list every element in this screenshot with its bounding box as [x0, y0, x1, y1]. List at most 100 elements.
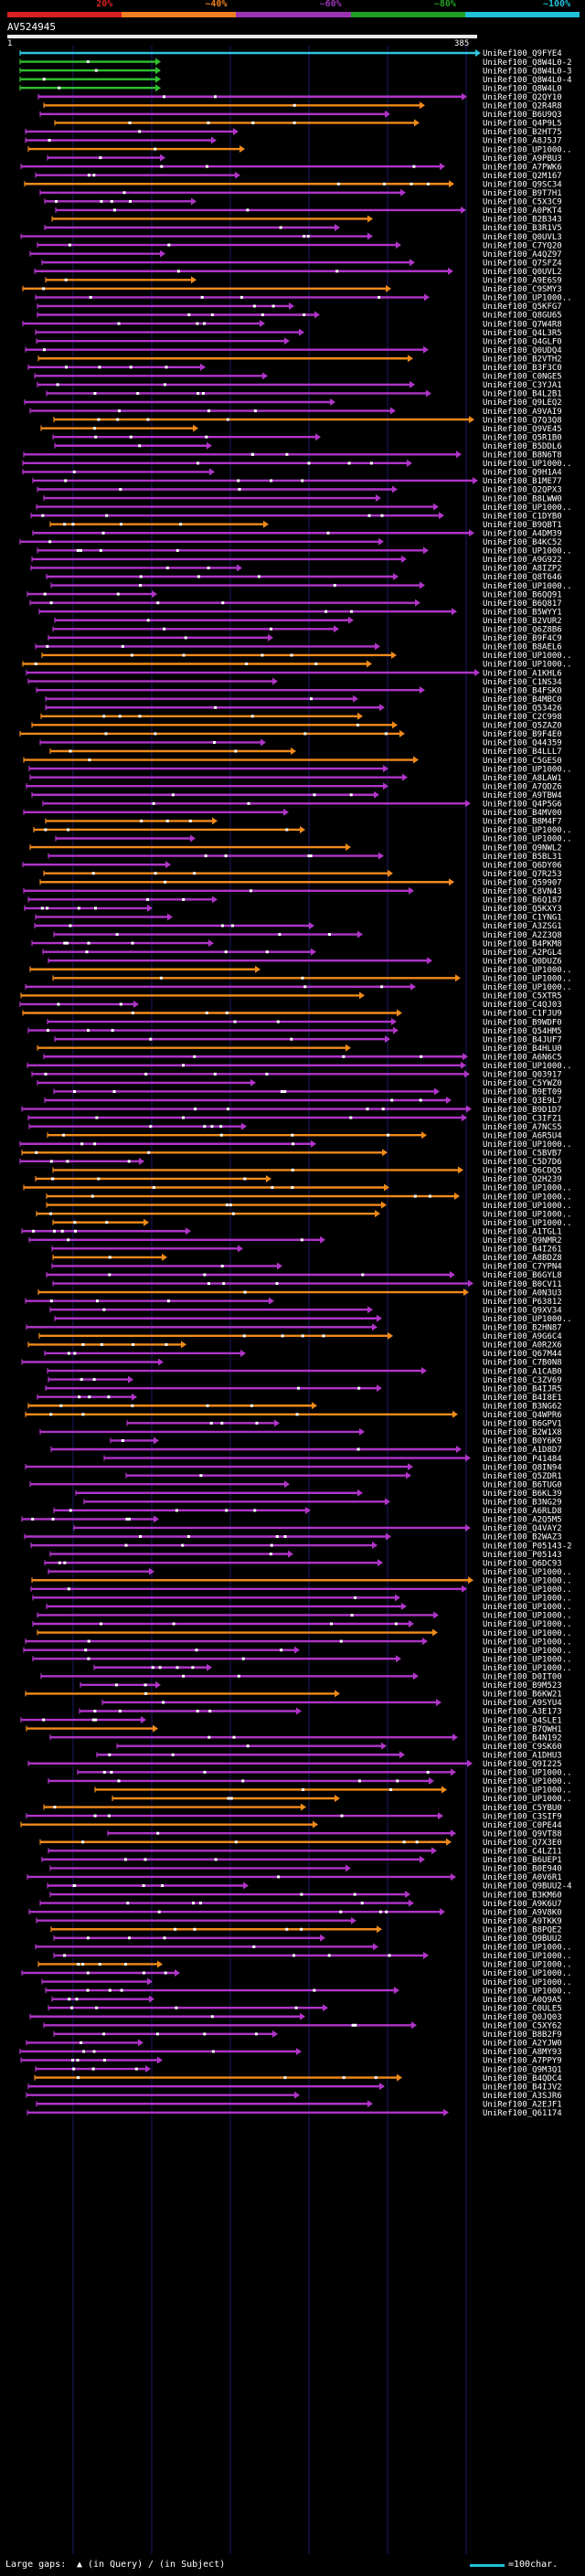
hit-label[interactable]: UniRef100_B2VUR2 — [483, 617, 562, 626]
hit-row[interactable]: UniRef100_UP1000.. — [46, 1201, 572, 1211]
hit-label[interactable]: UniRef100_B2WAZ3 — [483, 1533, 562, 1542]
hit-row[interactable]: UniRef100_A2EJF1 — [36, 2100, 562, 2109]
hit-row[interactable]: UniRef100_UP1000.. — [37, 546, 572, 557]
hit-label[interactable]: UniRef100_UP1000.. — [483, 1961, 572, 1970]
hit-row[interactable]: UniRef100_A8J5J7 — [25, 136, 562, 146]
hit-row[interactable]: UniRef100_C3IFZ1 — [27, 1114, 562, 1123]
hit-row[interactable]: UniRef100_UP1000.. — [27, 1061, 572, 1071]
hit-label[interactable]: UniRef100_B7QWH1 — [483, 1725, 562, 1734]
hit-label[interactable]: UniRef100_A7QDZ6 — [483, 782, 562, 791]
hit-label[interactable]: UniRef100_A3SJR6 — [483, 2092, 562, 2101]
hit-row[interactable]: UniRef100_UP1000.. — [23, 1183, 572, 1193]
hit-row[interactable]: UniRef100_UP1000.. — [52, 974, 572, 984]
hit-label[interactable]: UniRef100_C7YQ20 — [483, 241, 562, 250]
hit-label[interactable]: UniRef100_UP1000.. — [483, 983, 572, 992]
hit-label[interactable]: UniRef100_Q9H1A4 — [483, 469, 562, 478]
hit-label[interactable]: UniRef100_Q4P9L5 — [483, 120, 562, 129]
hit-label[interactable]: UniRef100_Q61174 — [483, 2109, 562, 2118]
hit-label[interactable]: UniRef100_UP1000.. — [483, 966, 572, 975]
hit-row[interactable]: UniRef100_A0N3U3 — [37, 1288, 562, 1298]
hit-label[interactable]: UniRef100_A9VAI9 — [483, 408, 562, 417]
hit-label[interactable]: UniRef100_UP1000.. — [483, 1585, 572, 1595]
hit-label[interactable]: UniRef100_UP1000.. — [483, 1219, 572, 1228]
hit-label[interactable]: UniRef100_B0E940 — [483, 1865, 562, 1874]
hit-label[interactable]: UniRef100_Q6CDQ5 — [483, 1167, 562, 1176]
hit-row[interactable]: UniRef100_B8N6T8 — [23, 451, 562, 461]
hit-label[interactable]: UniRef100_Q8W4L0-3 — [483, 67, 572, 76]
hit-row[interactable]: UniRef100_UP1000.. — [31, 1576, 572, 1585]
hit-label[interactable]: UniRef100_A2Z3Q8 — [483, 931, 562, 940]
hit-row[interactable]: UniRef100_UP1000.. — [41, 1977, 572, 1988]
hit-row[interactable]: UniRef100_C9SK60 — [116, 1742, 562, 1752]
hit-row[interactable]: UniRef100_C7YQ20 — [37, 241, 562, 250]
hit-row[interactable]: UniRef100_Q7SFZ4 — [41, 259, 562, 268]
hit-row[interactable]: UniRef100_A1KHL6 — [26, 669, 562, 678]
hit-label[interactable]: UniRef100_A6N6C5 — [483, 1053, 562, 1062]
hit-row[interactable]: UniRef100_C5XTR5 — [20, 991, 562, 1002]
hit-row[interactable]: UniRef100_A2Q5M5 — [21, 1515, 562, 1525]
hit-row[interactable]: UniRef100_C7YPN4 — [51, 1262, 562, 1272]
hit-row[interactable]: UniRef100_C1DYB0 — [30, 512, 562, 521]
hit-row[interactable]: UniRef100_Q5R1B0 — [52, 433, 562, 442]
hit-row[interactable]: UniRef100_Q8W4L0-3 — [19, 67, 572, 76]
hit-label[interactable]: UniRef100_B5BL31 — [483, 853, 562, 862]
hit-label[interactable]: UniRef100_A1DHU3 — [483, 1751, 562, 1760]
hit-row[interactable]: UniRef100_UP1000.. — [46, 1193, 572, 1202]
hit-row[interactable]: UniRef100_A9TKK9 — [36, 1916, 562, 1926]
hit-label[interactable]: UniRef100_A9TKK9 — [483, 1917, 562, 1926]
hit-label[interactable]: UniRef100_B3NG62 — [483, 1402, 562, 1411]
hit-row[interactable]: UniRef100_UP1000.. — [22, 660, 572, 670]
hit-row[interactable]: UniRef100_B9WDF0 — [47, 1018, 562, 1027]
hit-label[interactable]: UniRef100_UP1000.. — [483, 1620, 572, 1629]
hit-label[interactable]: UniRef100_A9E6S9 — [483, 277, 562, 286]
hit-label[interactable]: UniRef100_UP1000.. — [483, 1629, 572, 1638]
hit-row[interactable]: UniRef100_B3KM60 — [49, 1891, 562, 1900]
hit-row[interactable]: UniRef100_A2PGL4 — [42, 948, 562, 958]
hit-row[interactable]: UniRef100_A0R2X6 — [27, 1341, 562, 1351]
hit-label[interactable]: UniRef100_UP1000.. — [483, 1655, 572, 1664]
hit-row[interactable]: UniRef100_UP1000.. — [36, 503, 572, 513]
hit-label[interactable]: UniRef100_B4MV00 — [483, 809, 562, 818]
hit-label[interactable]: UniRef100_Q9VT88 — [483, 1829, 562, 1839]
hit-row[interactable]: UniRef100_B6U9Q3 — [39, 110, 562, 120]
hit-label[interactable]: UniRef100_B5WYY1 — [483, 608, 562, 617]
hit-row[interactable]: UniRef100_A7PPY9 — [20, 2056, 562, 2066]
hit-label[interactable]: UniRef100_C0NGE5 — [483, 373, 562, 382]
hit-row[interactable]: UniRef100_A4DM39 — [32, 529, 562, 538]
hit-label[interactable]: UniRef100_Q4L3R5 — [483, 329, 562, 338]
hit-label[interactable]: UniRef100_B3R1V5 — [483, 224, 562, 233]
hit-label[interactable]: UniRef100_UP1000.. — [483, 1193, 572, 1202]
hit-label[interactable]: UniRef100_B2HT75 — [483, 128, 562, 137]
hit-row[interactable]: UniRef100_C0PE44 — [20, 1820, 562, 1830]
hit-row[interactable]: UniRef100_Q6DC93 — [44, 1559, 562, 1568]
hit-label[interactable]: UniRef100_B4L2B1 — [483, 390, 562, 399]
hit-row[interactable]: UniRef100_P63812 — [25, 1297, 562, 1307]
hit-label[interactable]: UniRef100_A8IZP2 — [483, 565, 562, 574]
hit-label[interactable]: UniRef100_Q8GU65 — [483, 312, 562, 321]
hit-label[interactable]: UniRef100_B6KW21 — [483, 1691, 562, 1700]
hit-label[interactable]: UniRef100_Q59907 — [483, 878, 562, 887]
hit-row[interactable]: UniRef100_Q8GU65 — [37, 311, 562, 321]
hit-row[interactable]: UniRef100_Q9H1A4 — [22, 468, 562, 478]
hit-label[interactable]: UniRef100_UP1000.. — [483, 1664, 572, 1673]
hit-label[interactable]: UniRef100_A0R2X6 — [483, 1341, 562, 1351]
hit-label[interactable]: UniRef100_B4IJR5 — [483, 1384, 562, 1394]
hit-label[interactable]: UniRef100_UP1000.. — [483, 1062, 572, 1071]
hit-label[interactable]: UniRef100_UP1000.. — [483, 661, 572, 670]
hit-row[interactable]: UniRef100_UP1000.. — [25, 1638, 572, 1647]
hit-label[interactable]: UniRef100_Q7X3E0 — [483, 1839, 562, 1848]
hit-label[interactable]: UniRef100_B4LLL7 — [483, 747, 562, 757]
hit-row[interactable]: UniRef100_B6TUG0 — [29, 1480, 562, 1489]
hit-label[interactable]: UniRef100_A1D8D7 — [483, 1446, 562, 1455]
hit-label[interactable]: UniRef100_C2C998 — [483, 713, 562, 722]
hit-row[interactable]: UniRef100_A9E6S9 — [45, 276, 562, 286]
hit-label[interactable]: UniRef100_Q4VAY2 — [483, 1524, 562, 1533]
hit-row[interactable]: UniRef100_Q4P5G6 — [42, 800, 562, 810]
hit-label[interactable]: UniRef100_UP1000.. — [483, 1612, 572, 1621]
hit-row[interactable]: UniRef100_B5DDL6 — [54, 441, 562, 451]
hit-label[interactable]: UniRef100_P05143-2 — [483, 1542, 572, 1551]
hit-label[interactable]: UniRef100_B8LWW0 — [483, 494, 562, 504]
hit-row[interactable]: UniRef100_C5YBU0 — [43, 1803, 562, 1813]
hit-label[interactable]: UniRef100_B9ET09 — [483, 1088, 562, 1097]
hit-label[interactable]: UniRef100_UP1000.. — [483, 1568, 572, 1577]
